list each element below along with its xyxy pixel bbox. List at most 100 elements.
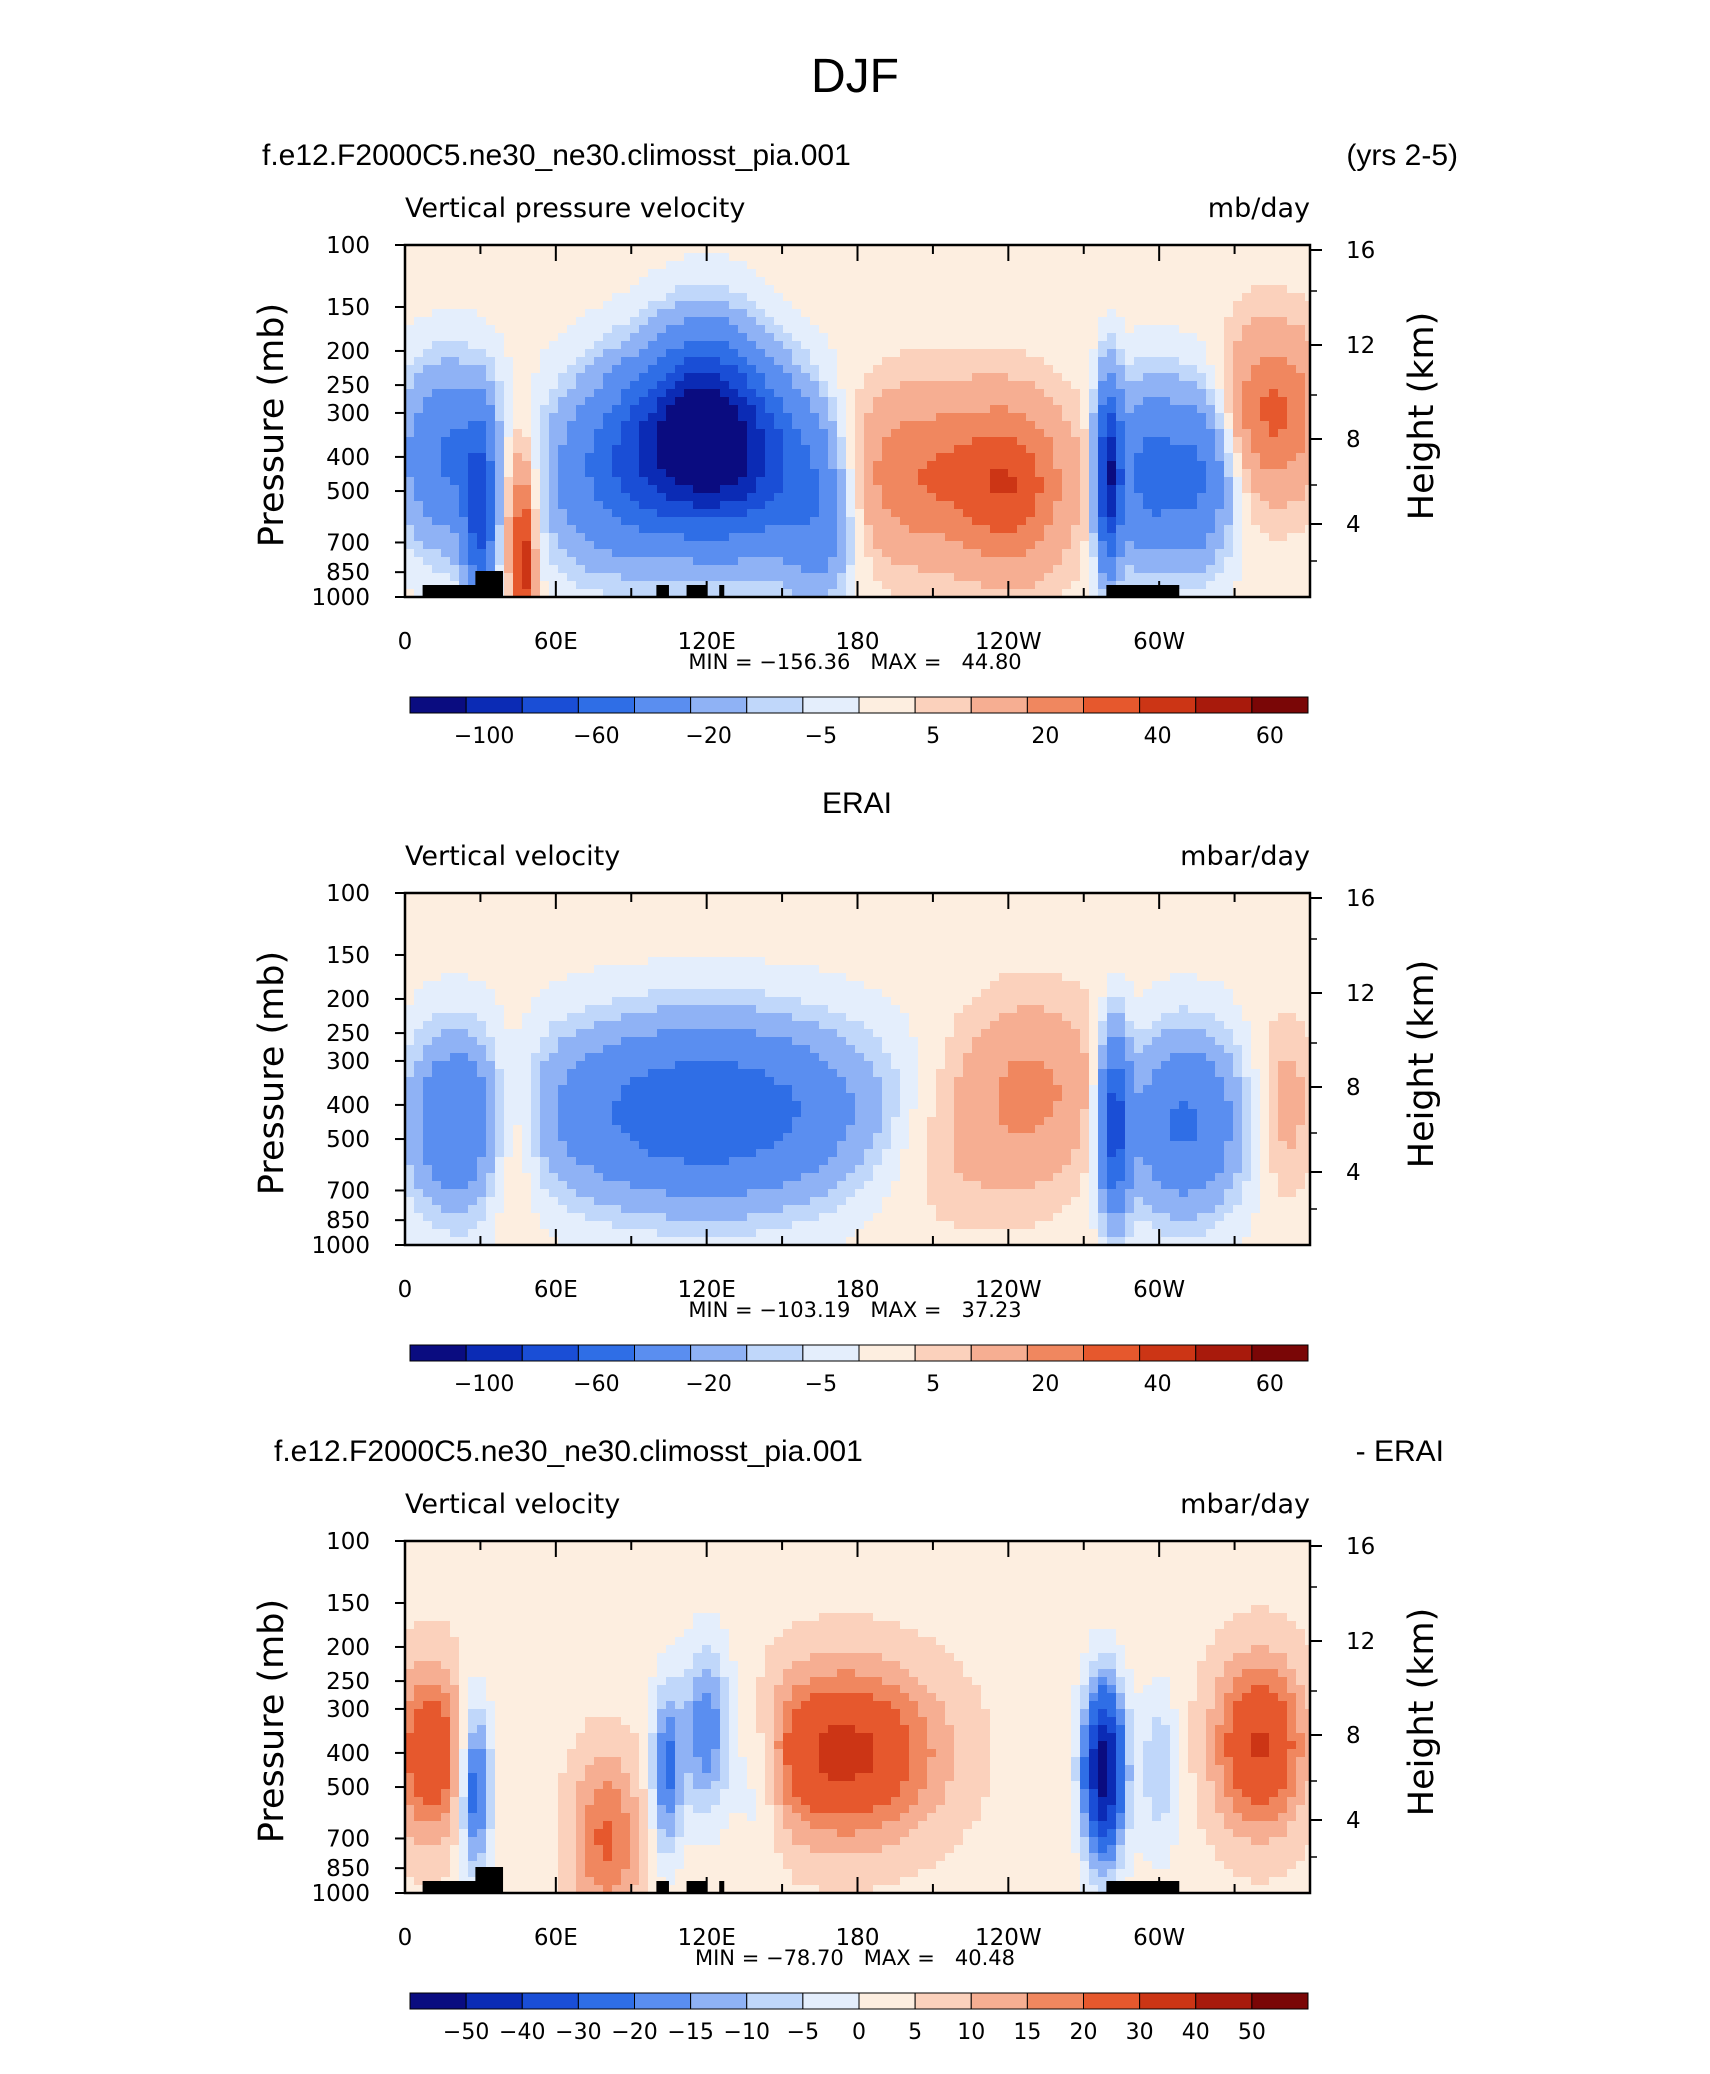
x-tick-label: 180 (836, 629, 880, 655)
colorbar-label: 20 (1070, 2020, 1098, 2045)
colorbar-label: −15 (667, 2020, 713, 2045)
colorbar-box (858, 1344, 916, 1362)
colorbar-box (1195, 696, 1253, 714)
colorbar-label: −10 (724, 2020, 770, 2045)
y-tick-label: 300 (326, 1697, 370, 1723)
colorbar-label: 60 (1256, 1372, 1284, 1397)
colorbar-box (802, 696, 860, 714)
y-tick-label: 200 (326, 1635, 370, 1661)
y2-tick-label: 4 (1346, 512, 1361, 538)
x-tick-label: 60W (1133, 629, 1185, 655)
colorbar-box (1026, 1992, 1084, 2010)
colorbar-box (802, 1992, 860, 2010)
colorbar-label: 40 (1182, 2020, 1210, 2045)
colorbar-box (577, 1992, 635, 2010)
colorbar-box (521, 1344, 579, 1362)
colorbar-label: 15 (1013, 2020, 1041, 2045)
y2-tick-label: 4 (1346, 1808, 1361, 1834)
colorbar-box (634, 1344, 692, 1362)
panel-model: f.e12.F2000C5.ne30_ne30.climosst_pia.001… (252, 139, 1458, 749)
colorbar-box (746, 696, 804, 714)
colorbar-label: −60 (573, 1372, 619, 1397)
y-tick-label: 200 (326, 339, 370, 365)
y-axis-title: Pressure (mb) (252, 1599, 292, 1843)
y-tick-label: 700 (326, 1178, 370, 1204)
colorbar-box (634, 696, 692, 714)
y-tick-label: 850 (326, 1208, 370, 1234)
land-mask (719, 1881, 725, 1893)
y-tick-label: 500 (326, 1127, 370, 1153)
x-tick-label: 180 (836, 1277, 880, 1303)
min-max-text: MIN = −156.36 MAX = 44.80 (688, 650, 1021, 674)
colorbar-box (1026, 696, 1084, 714)
y-tick-label: 300 (326, 1049, 370, 1075)
panel-erai: ERAI Vertical velocity mbar/day 0 60E 120E 180… (252, 787, 1442, 1397)
x-tick-label: 60W (1133, 1277, 1185, 1303)
panel-title: ERAI (822, 787, 892, 820)
colorbar-label: −50 (443, 2020, 489, 2045)
colorbar-box (577, 1344, 635, 1362)
colorbar-box (690, 696, 748, 714)
y2-tick-label: 12 (1346, 1629, 1375, 1655)
colorbar-box (690, 1344, 748, 1362)
land-mask (686, 585, 707, 597)
y2-tick-label: 12 (1346, 333, 1375, 359)
y2-tick-label: 16 (1346, 886, 1375, 912)
y-tick-label: 250 (326, 1669, 370, 1695)
colorbar-label: 5 (926, 1372, 940, 1397)
x-tick-label: 120W (975, 1925, 1042, 1951)
y-tick-label: 500 (326, 1775, 370, 1801)
y2-tick-label: 8 (1346, 1723, 1361, 1749)
right-label: - ERAI (1356, 1435, 1444, 1468)
colorbar-label: 60 (1256, 724, 1284, 749)
y-axis-title: Pressure (mb) (252, 951, 292, 1195)
land-mask (422, 585, 486, 597)
y-tick-label: 400 (326, 445, 370, 471)
colorbar-box (409, 1992, 467, 2010)
y-tick-label: 250 (326, 1021, 370, 1047)
variable-label: Vertical velocity (405, 1489, 620, 1520)
units-label: mbar/day (1180, 841, 1310, 872)
contour-field (405, 1541, 1310, 1893)
y-tick-label: 150 (326, 1591, 370, 1617)
y2-tick-label: 12 (1346, 981, 1375, 1007)
colorbar-label: 5 (908, 2020, 922, 2045)
colorbar-label: −5 (805, 1372, 837, 1397)
colorbar-label: −30 (555, 2020, 601, 2045)
case-label: f.e12.F2000C5.ne30_ne30.climosst_pia.001 (274, 1435, 863, 1468)
colorbar-box (802, 1344, 860, 1362)
x-tick-label: 0 (398, 1925, 413, 1951)
case-label: f.e12.F2000C5.ne30_ne30.climosst_pia.001 (262, 139, 851, 172)
colorbar-box (914, 1992, 972, 2010)
y2-axis-title: Height (km) (1402, 312, 1442, 521)
x-tick-label: 120E (677, 629, 735, 655)
x-tick-label: 60E (534, 629, 578, 655)
y-tick-label: 850 (326, 1856, 370, 1882)
land-mask (1106, 585, 1180, 597)
colorbar-box (1251, 696, 1309, 714)
x-tick-label: 180 (836, 1925, 880, 1951)
colorbar-label: 10 (957, 2020, 985, 2045)
colorbar-label: −20 (685, 724, 731, 749)
x-tick-label: 120E (677, 1925, 735, 1951)
y-tick-label: 300 (326, 401, 370, 427)
y-tick-label: 1000 (311, 1881, 370, 1907)
colorbar-box (1139, 1344, 1197, 1362)
units-label: mbar/day (1180, 1489, 1310, 1520)
y2-tick-label: 4 (1346, 1160, 1361, 1186)
colorbar-box (465, 1344, 523, 1362)
y-tick-label: 400 (326, 1741, 370, 1767)
colorbar-label: 20 (1031, 1372, 1059, 1397)
colorbar-box (858, 696, 916, 714)
y2-tick-label: 16 (1346, 238, 1375, 264)
y-tick-label: 1000 (311, 1233, 370, 1259)
colorbar-box (914, 696, 972, 714)
colorbar-label: −60 (573, 724, 619, 749)
colorbar-box (746, 1992, 804, 2010)
y-tick-label: 250 (326, 373, 370, 399)
land-mask (656, 585, 669, 597)
y-tick-label: 200 (326, 987, 370, 1013)
colorbar-label: 40 (1144, 724, 1172, 749)
panel-difference: f.e12.F2000C5.ne30_ne30.climosst_pia.001… (252, 1435, 1444, 2045)
